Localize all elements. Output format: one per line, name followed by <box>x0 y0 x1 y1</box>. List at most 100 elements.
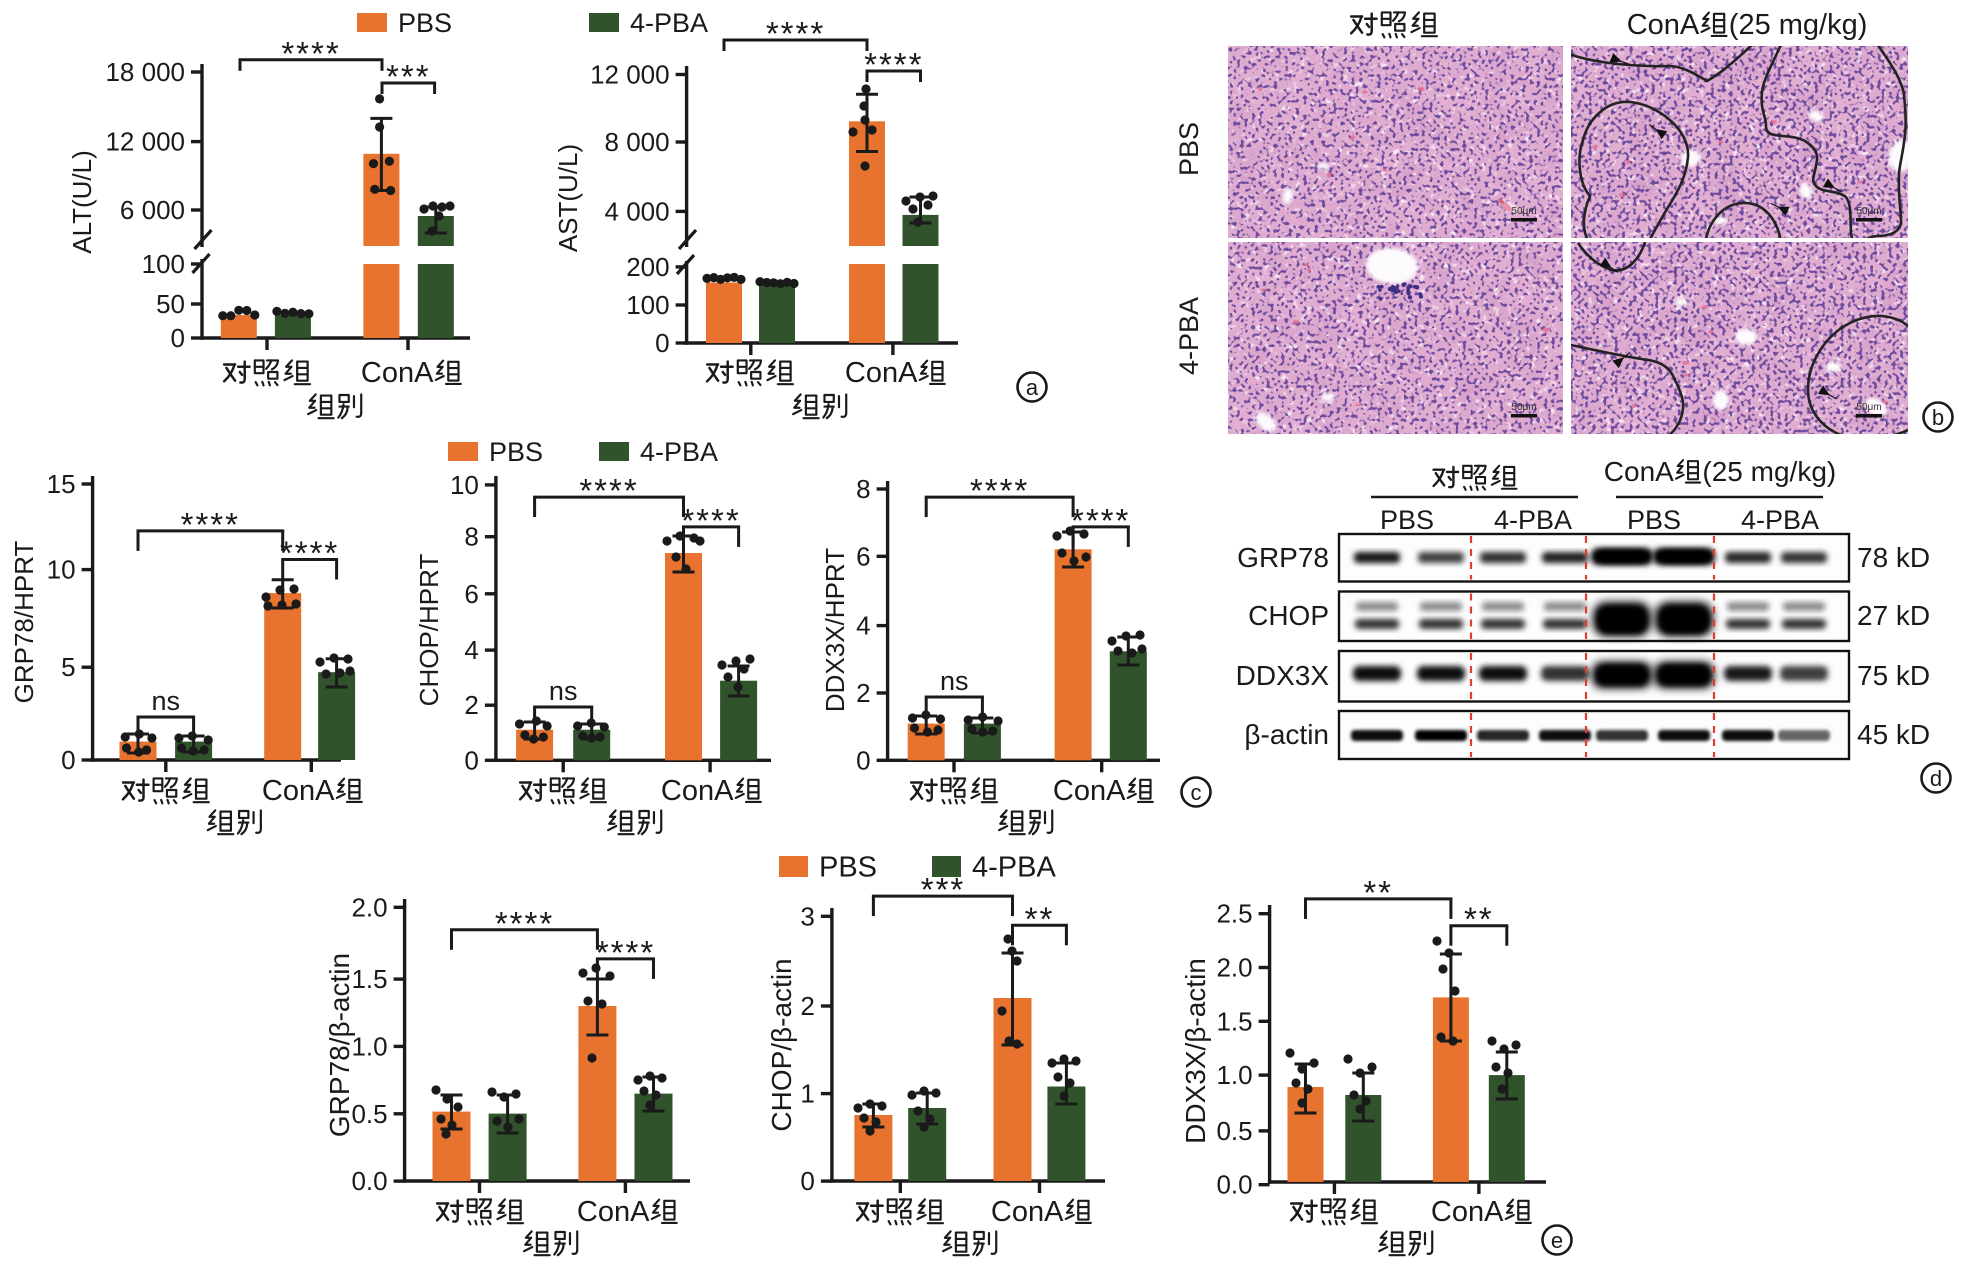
svg-text:4-PBA: 4-PBA <box>972 852 1056 884</box>
svg-text:ns: ns <box>940 666 969 696</box>
svg-text:12 000: 12 000 <box>590 60 670 90</box>
svg-text:200: 200 <box>626 252 669 282</box>
svg-text:ConA: ConA <box>1053 775 1126 807</box>
svg-text:0.0: 0.0 <box>1216 1170 1252 1200</box>
svg-text:PBS: PBS <box>489 437 543 467</box>
svg-text:6: 6 <box>464 579 478 609</box>
svg-text:ConA: ConA <box>262 775 335 807</box>
svg-text:50: 50 <box>156 289 185 319</box>
svg-text:1.5: 1.5 <box>1216 1006 1252 1036</box>
svg-text:4 000: 4 000 <box>605 196 670 226</box>
svg-text:****: **** <box>596 934 655 971</box>
svg-text:CHOP/β-actin: CHOP/β-actin <box>766 958 797 1131</box>
svg-text:50μm: 50μm <box>1856 206 1881 217</box>
svg-text:6: 6 <box>856 541 870 571</box>
svg-text:****: **** <box>579 472 638 509</box>
svg-text:ConA: ConA <box>845 357 918 389</box>
svg-text:****: **** <box>495 905 554 942</box>
svg-text:2: 2 <box>856 678 870 708</box>
svg-text:5: 5 <box>61 652 75 682</box>
svg-text:CHOP: CHOP <box>1248 600 1329 631</box>
svg-text:ns: ns <box>549 676 578 706</box>
svg-text:**: ** <box>1025 900 1055 937</box>
svg-text:2: 2 <box>800 991 814 1021</box>
svg-text:1.0: 1.0 <box>351 1031 387 1061</box>
svg-text:ConA: ConA <box>361 357 434 389</box>
svg-text:0: 0 <box>856 745 870 775</box>
svg-text:ConA: ConA <box>577 1196 650 1228</box>
svg-text:GRP78: GRP78 <box>1237 542 1329 573</box>
svg-text:ConA: ConA <box>1431 1196 1504 1228</box>
svg-text:****: **** <box>681 502 740 539</box>
svg-text:45 kD: 45 kD <box>1857 719 1930 750</box>
svg-text:0.0: 0.0 <box>351 1166 387 1196</box>
svg-text:e: e <box>1551 1228 1563 1253</box>
svg-text:18 000: 18 000 <box>105 57 185 87</box>
svg-text:DDX3X: DDX3X <box>1236 660 1330 691</box>
svg-text:β-actin: β-actin <box>1244 719 1329 750</box>
svg-text:100: 100 <box>626 290 669 320</box>
svg-text:10: 10 <box>47 555 76 585</box>
svg-text:3: 3 <box>800 901 814 931</box>
svg-text:(25 mg/kg): (25 mg/kg) <box>1702 456 1836 487</box>
svg-text:****: **** <box>970 472 1029 509</box>
svg-text:1: 1 <box>800 1079 814 1109</box>
svg-text:8: 8 <box>464 522 478 552</box>
svg-text:8 000: 8 000 <box>605 127 670 157</box>
svg-text:4: 4 <box>856 611 870 641</box>
svg-text:100: 100 <box>142 249 185 279</box>
svg-text:****: **** <box>766 15 825 52</box>
svg-text:****: **** <box>181 506 240 543</box>
svg-text:ConA: ConA <box>1627 9 1700 41</box>
svg-text:78 kD: 78 kD <box>1857 542 1930 573</box>
svg-text:***: *** <box>386 58 431 95</box>
svg-text:8: 8 <box>856 474 870 504</box>
svg-text:50μm: 50μm <box>1856 402 1881 413</box>
svg-text:6 000: 6 000 <box>120 195 185 225</box>
svg-text:27 kD: 27 kD <box>1857 600 1930 631</box>
svg-text:ConA: ConA <box>991 1196 1064 1228</box>
svg-text:d: d <box>1930 766 1942 791</box>
svg-text:****: **** <box>1071 502 1130 539</box>
svg-text:4-PBA: 4-PBA <box>640 437 718 467</box>
svg-text:2.0: 2.0 <box>1216 953 1252 983</box>
svg-text:10: 10 <box>450 470 479 500</box>
svg-text:c: c <box>1191 780 1202 805</box>
svg-text:DDX3X/β-actin: DDX3X/β-actin <box>1180 958 1211 1144</box>
svg-text:****: **** <box>281 35 340 72</box>
svg-text:PBS: PBS <box>1174 122 1204 176</box>
svg-text:**: ** <box>1464 901 1494 938</box>
svg-text:ALT(U/L): ALT(U/L) <box>67 150 97 254</box>
svg-text:GRP78/HPRT: GRP78/HPRT <box>9 540 39 703</box>
svg-text:4-PBA: 4-PBA <box>1741 505 1819 535</box>
svg-text:a: a <box>1026 375 1039 400</box>
svg-text:50μm: 50μm <box>1511 402 1536 413</box>
svg-text:4-PBA: 4-PBA <box>1494 505 1572 535</box>
svg-text:2.5: 2.5 <box>1216 899 1252 929</box>
svg-text:0: 0 <box>655 328 669 358</box>
svg-text:PBS: PBS <box>1627 505 1681 535</box>
svg-text:75 kD: 75 kD <box>1857 660 1930 691</box>
svg-text:15: 15 <box>47 469 76 499</box>
svg-text:DDX3X/HPRT: DDX3X/HPRT <box>820 548 850 712</box>
svg-text:4-PBA: 4-PBA <box>1174 297 1204 375</box>
svg-text:0.5: 0.5 <box>1216 1116 1252 1146</box>
svg-text:****: **** <box>280 535 339 572</box>
svg-text:ConA: ConA <box>661 775 734 807</box>
svg-text:AST(U/L): AST(U/L) <box>553 144 583 252</box>
svg-text:0: 0 <box>800 1166 814 1196</box>
svg-text:ConA: ConA <box>1604 456 1674 487</box>
svg-text:1.5: 1.5 <box>351 964 387 994</box>
svg-text:ns: ns <box>152 686 181 716</box>
svg-text:50μm: 50μm <box>1511 206 1536 217</box>
svg-text:2: 2 <box>464 690 478 720</box>
svg-text:1.0: 1.0 <box>1216 1060 1252 1090</box>
svg-text:***: *** <box>921 871 966 908</box>
svg-text:b: b <box>1932 405 1944 430</box>
svg-text:**: ** <box>1363 874 1393 911</box>
svg-text:4: 4 <box>464 635 478 665</box>
svg-text:****: **** <box>864 46 923 83</box>
svg-text:2.0: 2.0 <box>351 892 387 922</box>
svg-text:CHOP/HPRT: CHOP/HPRT <box>414 554 444 707</box>
svg-text:PBS: PBS <box>819 852 877 884</box>
